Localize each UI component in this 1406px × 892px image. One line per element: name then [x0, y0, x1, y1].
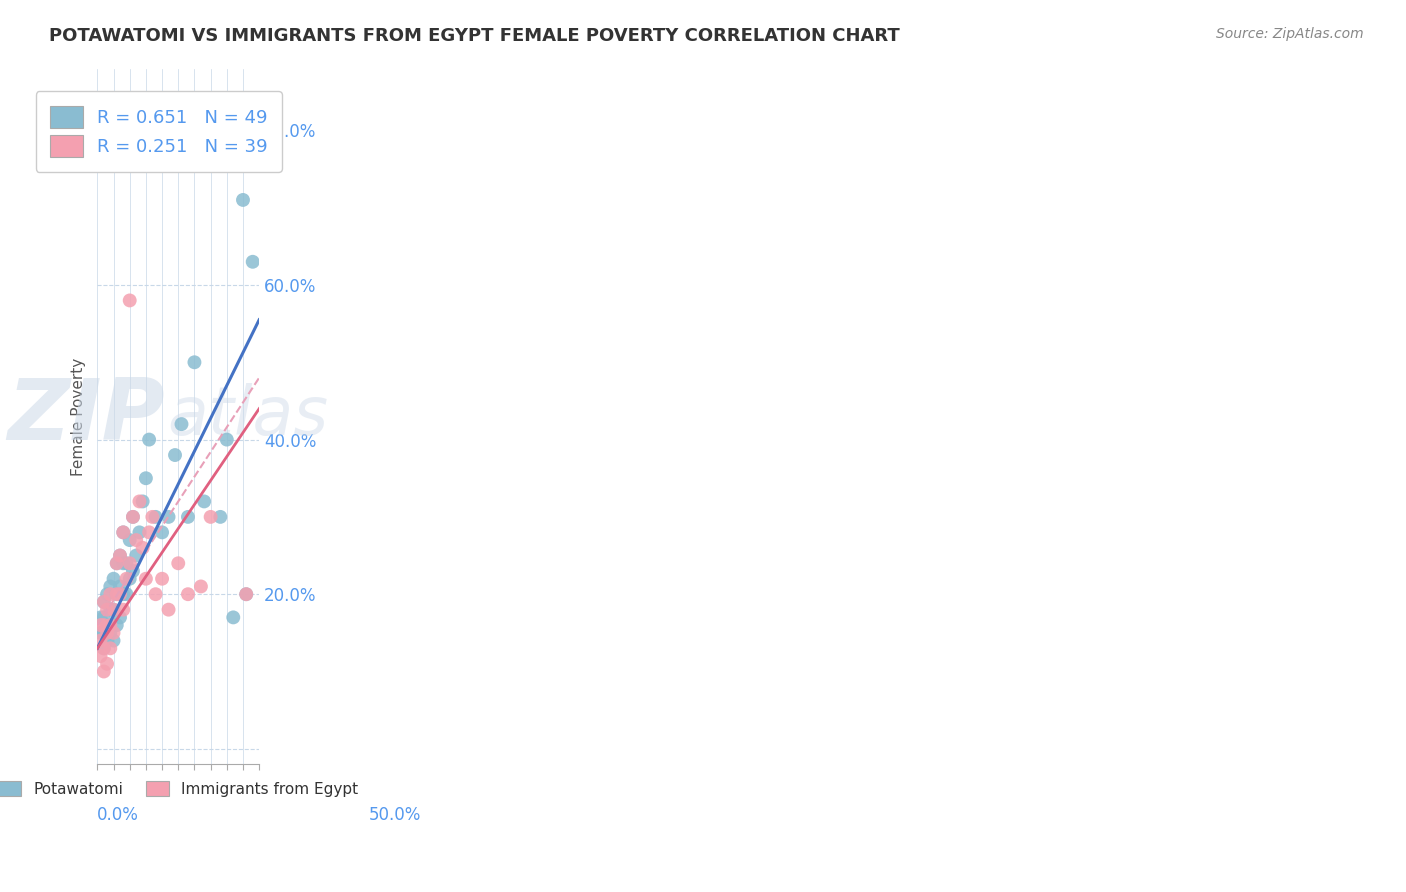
Point: [145, 509, 167, 524]
Point: [96, 633, 118, 648]
Point: [118, 533, 141, 547]
Point: [108, 610, 131, 624]
Point: [125, 549, 148, 563]
Point: [103, 633, 125, 648]
Point: [242, 254, 264, 268]
Y-axis label: Female Poverty: Female Poverty: [72, 358, 86, 475]
Point: [96, 618, 118, 632]
Point: [128, 494, 150, 508]
Text: 0.0%: 0.0%: [97, 806, 139, 824]
Point: [131, 494, 153, 508]
Point: [105, 556, 128, 570]
Point: [108, 549, 131, 563]
Point: [232, 193, 254, 207]
Point: [177, 509, 200, 524]
Point: [112, 587, 135, 601]
Text: ZIP: ZIP: [7, 375, 166, 458]
Point: [93, 618, 115, 632]
Point: [135, 572, 157, 586]
Point: [112, 556, 135, 570]
Text: POTAWATOMI VS IMMIGRANTS FROM EGYPT FEMALE POVERTY CORRELATION CHART: POTAWATOMI VS IMMIGRANTS FROM EGYPT FEMA…: [49, 27, 900, 45]
Point: [200, 509, 222, 524]
Point: [112, 602, 135, 616]
Point: [93, 625, 115, 640]
Point: [108, 549, 131, 563]
Point: [122, 509, 145, 524]
Point: [98, 625, 121, 640]
Point: [118, 556, 141, 570]
Point: [105, 587, 128, 601]
Point: [115, 556, 138, 570]
Point: [98, 641, 121, 656]
Point: [103, 602, 125, 616]
Point: [108, 587, 131, 601]
Point: [93, 595, 115, 609]
Point: [96, 587, 118, 601]
Point: [105, 556, 128, 570]
Point: [170, 417, 193, 431]
Point: [131, 541, 153, 555]
Point: [96, 657, 118, 671]
Point: [90, 618, 112, 632]
Point: [93, 665, 115, 679]
Point: [135, 471, 157, 485]
Point: [118, 293, 141, 308]
Text: 50.0%: 50.0%: [368, 806, 420, 824]
Point: [96, 602, 118, 616]
Point: [141, 509, 163, 524]
Point: [235, 587, 257, 601]
Point: [93, 595, 115, 609]
Point: [105, 587, 128, 601]
Point: [105, 618, 128, 632]
Point: [103, 602, 125, 616]
Legend: Potawatomi, Immigrants from Egypt: Potawatomi, Immigrants from Egypt: [0, 768, 371, 809]
Point: [90, 633, 112, 648]
Point: [183, 355, 205, 369]
Point: [93, 641, 115, 656]
Point: [90, 625, 112, 640]
Text: atlas: atlas: [167, 384, 328, 450]
Point: [167, 556, 190, 570]
Point: [222, 610, 245, 624]
Point: [108, 579, 131, 593]
Point: [122, 564, 145, 578]
Point: [93, 641, 115, 656]
Point: [177, 587, 200, 601]
Point: [128, 525, 150, 540]
Point: [235, 587, 257, 601]
Point: [103, 572, 125, 586]
Point: [112, 525, 135, 540]
Point: [112, 525, 135, 540]
Point: [157, 509, 180, 524]
Point: [163, 448, 186, 462]
Point: [115, 587, 138, 601]
Point: [98, 618, 121, 632]
Point: [98, 602, 121, 616]
Point: [150, 572, 173, 586]
Point: [215, 433, 238, 447]
Point: [138, 525, 160, 540]
Point: [90, 648, 112, 663]
Point: [145, 587, 167, 601]
Point: [150, 525, 173, 540]
Point: [115, 572, 138, 586]
Point: [157, 602, 180, 616]
Point: [190, 579, 212, 593]
Point: [118, 572, 141, 586]
Point: [138, 433, 160, 447]
Point: [209, 509, 232, 524]
Point: [96, 625, 118, 640]
Point: [103, 625, 125, 640]
Point: [93, 610, 115, 624]
Point: [98, 587, 121, 601]
Point: [98, 579, 121, 593]
Point: [122, 509, 145, 524]
Text: Source: ZipAtlas.com: Source: ZipAtlas.com: [1216, 27, 1364, 41]
Point: [90, 610, 112, 624]
Point: [125, 533, 148, 547]
Point: [193, 494, 215, 508]
